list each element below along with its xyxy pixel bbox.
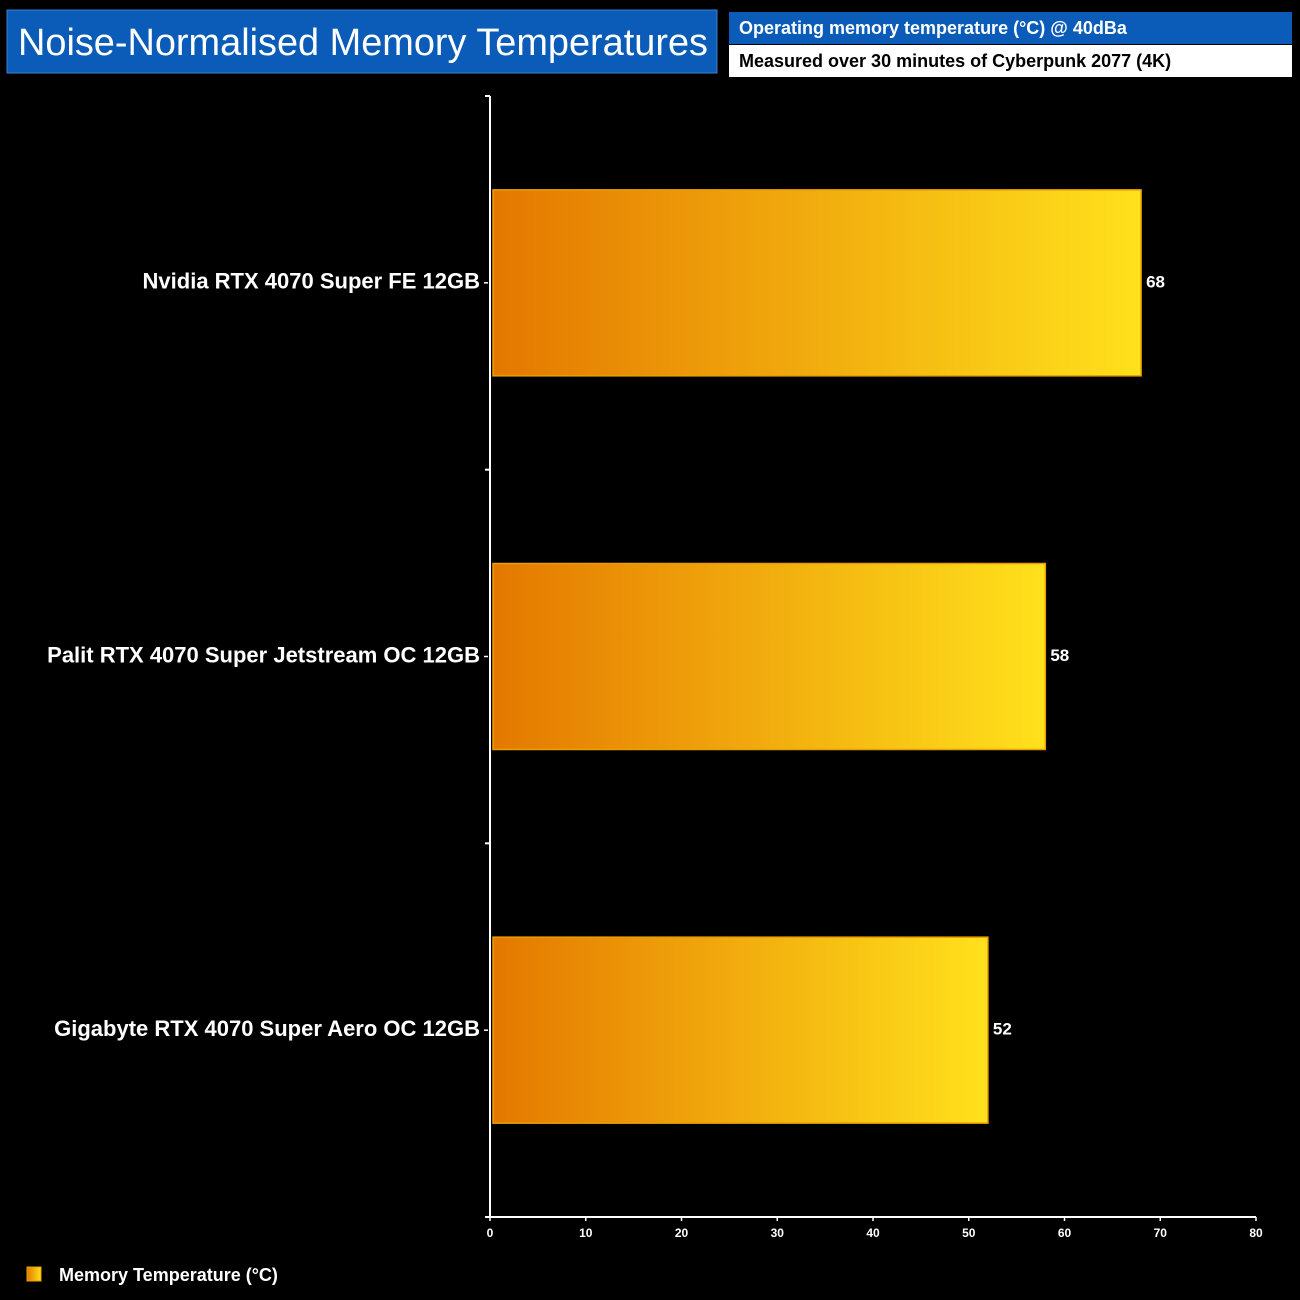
legend-swatch [26, 1266, 42, 1282]
value-label: 68 [1146, 272, 1165, 291]
y-tick-label: Nvidia RTX 4070 Super FE 12GB [143, 269, 480, 294]
x-tick-label: 50 [962, 1226, 976, 1240]
chart-title: Noise-Normalised Memory Temperatures [18, 22, 708, 64]
legend-label: Memory Temperature (°C) [59, 1265, 278, 1285]
x-tick-label: 70 [1154, 1226, 1168, 1240]
caption-box [729, 45, 1292, 77]
chart-caption: Measured over 30 minutes of Cyberpunk 20… [739, 51, 1171, 71]
x-tick-label: 20 [675, 1226, 689, 1240]
value-label: 52 [993, 1020, 1012, 1039]
bar [492, 936, 989, 1124]
x-tick-label: 40 [866, 1226, 880, 1240]
x-tick-label: 10 [579, 1226, 593, 1240]
x-tick-label: 0 [487, 1226, 494, 1240]
value-label: 58 [1050, 646, 1069, 665]
x-tick-label: 30 [771, 1226, 785, 1240]
bar [492, 189, 1142, 377]
y-tick-label: Gigabyte RTX 4070 Super Aero OC 12GB [54, 1016, 480, 1041]
x-tick-label: 80 [1249, 1226, 1263, 1240]
bar [492, 562, 1047, 751]
subtitle-box [729, 12, 1292, 44]
chart-subtitle: Operating memory temperature (°C) @ 40dB… [739, 18, 1128, 38]
title-box [6, 9, 718, 74]
y-tick-label: Palit RTX 4070 Super Jetstream OC 12GB [47, 642, 480, 667]
x-tick-label: 60 [1058, 1226, 1072, 1240]
